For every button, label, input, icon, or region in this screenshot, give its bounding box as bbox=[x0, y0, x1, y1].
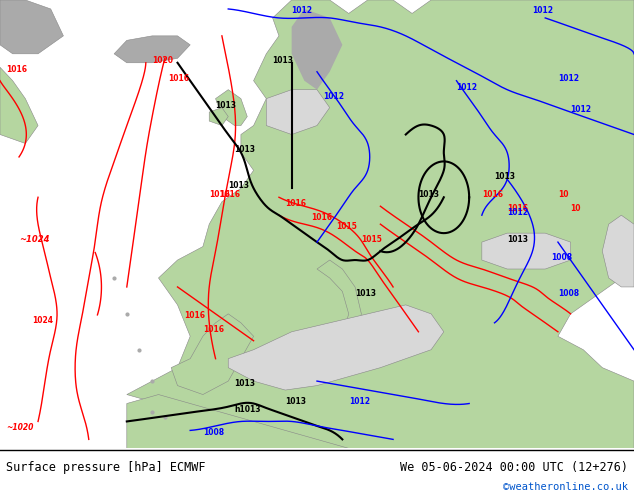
Polygon shape bbox=[482, 233, 571, 269]
Text: We 05-06-2024 00:00 UTC (12+276): We 05-06-2024 00:00 UTC (12+276) bbox=[399, 461, 628, 474]
Text: 1015: 1015 bbox=[361, 235, 382, 244]
Text: Surface pressure [hPa] ECMWF: Surface pressure [hPa] ECMWF bbox=[6, 461, 206, 474]
Text: 1012: 1012 bbox=[456, 83, 477, 92]
Text: 1013: 1013 bbox=[495, 172, 515, 181]
Polygon shape bbox=[127, 394, 349, 448]
Text: 1016: 1016 bbox=[285, 199, 306, 208]
Text: 1016: 1016 bbox=[6, 65, 27, 74]
Polygon shape bbox=[317, 260, 361, 368]
Text: 1013: 1013 bbox=[273, 56, 294, 65]
Polygon shape bbox=[171, 314, 254, 394]
Polygon shape bbox=[114, 36, 190, 63]
Text: 1016: 1016 bbox=[311, 213, 332, 221]
Text: 1013: 1013 bbox=[216, 100, 236, 110]
Text: 1012: 1012 bbox=[292, 6, 313, 16]
Polygon shape bbox=[216, 90, 247, 125]
Polygon shape bbox=[292, 9, 342, 90]
Text: 1016: 1016 bbox=[168, 74, 189, 83]
Text: 1016: 1016 bbox=[203, 325, 224, 334]
Polygon shape bbox=[0, 0, 63, 54]
Polygon shape bbox=[0, 67, 38, 144]
Text: 1013: 1013 bbox=[418, 190, 439, 199]
Text: 1012: 1012 bbox=[571, 105, 592, 114]
Text: 1012: 1012 bbox=[558, 74, 579, 83]
Text: 1013: 1013 bbox=[235, 379, 256, 388]
Text: 1008: 1008 bbox=[558, 289, 579, 298]
Text: 10: 10 bbox=[558, 190, 569, 199]
Text: 1013: 1013 bbox=[355, 289, 376, 298]
Text: 1008: 1008 bbox=[552, 253, 573, 262]
Text: 1012: 1012 bbox=[349, 396, 370, 406]
Text: 1015: 1015 bbox=[336, 221, 357, 231]
Text: 1012: 1012 bbox=[533, 6, 553, 16]
Text: 1008: 1008 bbox=[203, 428, 224, 437]
Text: ©weatheronline.co.uk: ©weatheronline.co.uk bbox=[503, 482, 628, 490]
Text: 1013: 1013 bbox=[228, 181, 249, 190]
Text: 1016: 1016 bbox=[184, 311, 205, 320]
Polygon shape bbox=[266, 90, 330, 135]
Text: 1012: 1012 bbox=[507, 208, 528, 217]
Polygon shape bbox=[228, 305, 444, 390]
Text: 1013: 1013 bbox=[507, 235, 528, 244]
Text: h1013: h1013 bbox=[235, 406, 261, 415]
Text: 1024: 1024 bbox=[32, 316, 53, 325]
Text: 1016: 1016 bbox=[219, 190, 240, 199]
Text: 10: 10 bbox=[571, 204, 581, 213]
Text: 1013: 1013 bbox=[285, 396, 306, 406]
Polygon shape bbox=[127, 0, 634, 448]
Text: 1016: 1016 bbox=[482, 190, 503, 199]
Text: ~1024: ~1024 bbox=[19, 235, 49, 244]
Text: 1012: 1012 bbox=[323, 92, 344, 100]
Text: 1013: 1013 bbox=[235, 146, 256, 154]
Text: ~1020: ~1020 bbox=[6, 423, 34, 432]
Polygon shape bbox=[209, 108, 228, 125]
Text: 1020: 1020 bbox=[152, 56, 173, 65]
Text: 1016: 1016 bbox=[209, 190, 230, 199]
Polygon shape bbox=[602, 215, 634, 287]
Text: 1016: 1016 bbox=[507, 204, 528, 213]
